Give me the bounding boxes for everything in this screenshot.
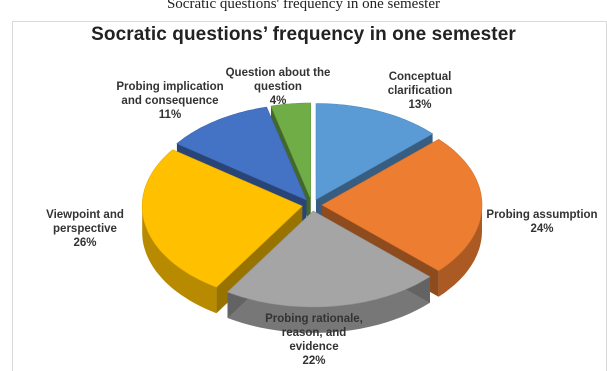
label-viewpoint-perspective-line2: perspective (53, 223, 117, 235)
label-conceptual-clarification-line2: clarification (387, 85, 453, 97)
label-probing-rationale-line3: evidence (289, 341, 339, 353)
pie-slice-probing-implication (176, 106, 307, 201)
label-question-about-question: Question about the question 4% (218, 66, 338, 108)
chart-frame-top (12, 21, 607, 22)
label-question-about-question-line1: Question about the (225, 67, 331, 79)
label-probing-rationale-line2: reason, and (281, 327, 347, 339)
pie-slice-side-probing-rationale (227, 276, 430, 333)
pie-slice-viewpoint-perspective (141, 149, 303, 288)
label-viewpoint-perspective-line1: Viewpoint and (46, 209, 124, 221)
cropped-caption-text: Socratic questions' frequency in one sem… (166, 0, 441, 12)
label-viewpoint-perspective-value: 26% (73, 237, 97, 249)
pie-slice-conceptual-clarification (315, 103, 434, 201)
label-question-about-question-line2: question (254, 81, 302, 93)
label-conceptual-clarification: Conceptual clarification 13% (360, 70, 480, 112)
pie-slice-probing-rationale (226, 210, 431, 308)
cropped-caption-strip: Socratic questions' frequency in one sem… (0, 0, 607, 22)
label-probing-assumption: Probing assumption 24% (478, 208, 606, 236)
label-probing-assumption-value: 24% (530, 223, 554, 235)
label-probing-implication-line2: and consequence (121, 95, 219, 107)
label-probing-implication-value: 11% (158, 109, 182, 121)
label-question-about-question-value: 4% (269, 95, 287, 107)
pie-slice-probing-assumption (321, 138, 483, 272)
label-conceptual-clarification-line1: Conceptual (388, 71, 452, 83)
pie-slice-question-about-question (270, 102, 311, 200)
pie-slice-side-probing-assumption (438, 205, 482, 297)
label-viewpoint-perspective: Viewpoint and perspective 26% (30, 208, 140, 250)
label-probing-assumption-line1: Probing assumption (486, 209, 598, 221)
label-probing-rationale-value: 22% (302, 355, 326, 367)
label-probing-implication-line1: Probing implication (116, 81, 224, 93)
pie-slice-side-viewpoint-perspective (142, 206, 217, 314)
label-probing-rationale: Probing rationale, reason, and evidence … (254, 312, 374, 368)
label-conceptual-clarification-value: 13% (408, 99, 432, 111)
label-probing-rationale-line1: Probing rationale, (265, 313, 363, 325)
chart-title: Socratic questions’ frequency in one sem… (91, 24, 516, 45)
chart-frame-left (12, 21, 13, 371)
label-probing-implication: Probing implication and consequence 11% (100, 80, 240, 122)
